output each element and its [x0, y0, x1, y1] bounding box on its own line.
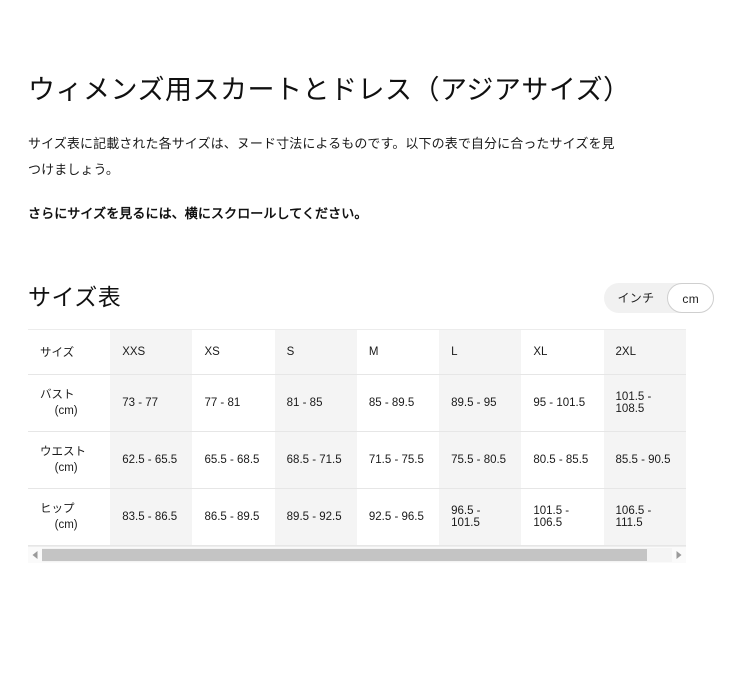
- row-label-waist: ウエスト (cm): [28, 431, 111, 490]
- column-header-2xl: 2XL: [603, 329, 686, 376]
- row-label-hip: ヒップ (cm): [28, 488, 111, 547]
- unit-option-inch[interactable]: インチ: [617, 291, 655, 306]
- table-cell: 101.5 - 108.5: [603, 374, 686, 433]
- table-header-row: サイズ XXS XS S M L XL 2XL: [28, 329, 686, 376]
- table-cell: 71.5 - 75.5: [356, 431, 440, 490]
- table-cell: 65.5 - 68.5: [192, 431, 275, 490]
- scroll-left-arrow-icon[interactable]: [28, 547, 42, 564]
- unit-option-cm[interactable]: cm: [667, 283, 714, 314]
- page-content: ウィメンズ用スカートとドレス（アジアサイズ） サイズ表に記載された各サイズは、ヌ…: [28, 0, 714, 564]
- row-label-unit: (cm): [54, 405, 78, 418]
- row-label-name: ウエスト: [40, 445, 86, 458]
- unit-toggle[interactable]: インチ cm: [604, 283, 714, 314]
- table-cell: 77 - 81: [192, 374, 275, 433]
- scroll-instruction-text: さらにサイズを見るには、横にスクロールしてください。: [28, 206, 368, 222]
- scroll-right-arrow-icon[interactable]: [672, 547, 686, 564]
- table-cell: 80.5 - 85.5: [521, 431, 604, 490]
- table-cell: 62.5 - 65.5: [110, 431, 193, 490]
- table-cell: 86.5 - 89.5: [192, 488, 275, 547]
- size-table-body: バスト (cm) 73 - 77 77 - 81 81 - 85 85 - 89…: [28, 374, 686, 547]
- row-label-name: バスト: [40, 388, 75, 401]
- column-header-xl: XL: [521, 329, 604, 376]
- size-table-head: サイズ XXS XS S M L XL 2XL: [28, 329, 686, 376]
- table-row: ヒップ (cm) 83.5 - 86.5 86.5 - 89.5 89.5 - …: [28, 488, 686, 547]
- table-cell: 83.5 - 86.5: [110, 488, 193, 547]
- column-header-xs: XS: [192, 329, 275, 376]
- table-row: ウエスト (cm) 62.5 - 65.5 65.5 - 68.5 68.5 -…: [28, 431, 686, 490]
- column-header-xxs: XXS: [110, 329, 193, 376]
- size-table-heading: サイズ表: [28, 284, 122, 311]
- table-cell: 75.5 - 80.5: [439, 431, 522, 490]
- size-table-header-bar: サイズ表 インチ cm: [28, 282, 714, 316]
- table-cell: 89.5 - 95: [439, 374, 522, 433]
- scrollbar-thumb[interactable]: [42, 549, 647, 562]
- table-cell: 92.5 - 96.5: [356, 488, 440, 547]
- row-label-unit: (cm): [54, 462, 78, 475]
- table-cell: 73 - 77: [110, 374, 193, 433]
- scrollbar-track[interactable]: [42, 548, 672, 563]
- horizontal-scrollbar[interactable]: [28, 546, 686, 564]
- size-table: サイズ XXS XS S M L XL 2XL バスト (cm): [28, 329, 686, 547]
- table-cell: 96.5 - 101.5: [439, 488, 522, 547]
- column-header-s: S: [274, 329, 357, 376]
- column-header-l: L: [439, 329, 522, 376]
- column-header-size: サイズ: [28, 329, 111, 376]
- table-cell: 85.5 - 90.5: [603, 431, 686, 490]
- table-cell: 95 - 101.5: [521, 374, 604, 433]
- row-label-unit: (cm): [54, 519, 78, 532]
- table-cell: 106.5 - 111.5: [603, 488, 686, 547]
- table-cell: 85 - 89.5: [356, 374, 440, 433]
- table-row: バスト (cm) 73 - 77 77 - 81 81 - 85 85 - 89…: [28, 374, 686, 433]
- row-label-name: ヒップ: [40, 502, 75, 515]
- table-cell: 81 - 85: [274, 374, 357, 433]
- size-table-scroll-container[interactable]: サイズ XXS XS S M L XL 2XL バスト (cm): [28, 329, 686, 547]
- table-cell: 101.5 - 106.5: [521, 488, 604, 547]
- page-title: ウィメンズ用スカートとドレス（アジアサイズ）: [28, 75, 631, 105]
- table-cell: 68.5 - 71.5: [274, 431, 357, 490]
- intro-paragraph: サイズ表に記載された各サイズは、ヌード寸法によるものです。以下の表で自分に合った…: [28, 136, 615, 178]
- column-header-m: M: [356, 329, 440, 376]
- row-label-bust: バスト (cm): [28, 374, 111, 433]
- table-cell: 89.5 - 92.5: [274, 488, 357, 547]
